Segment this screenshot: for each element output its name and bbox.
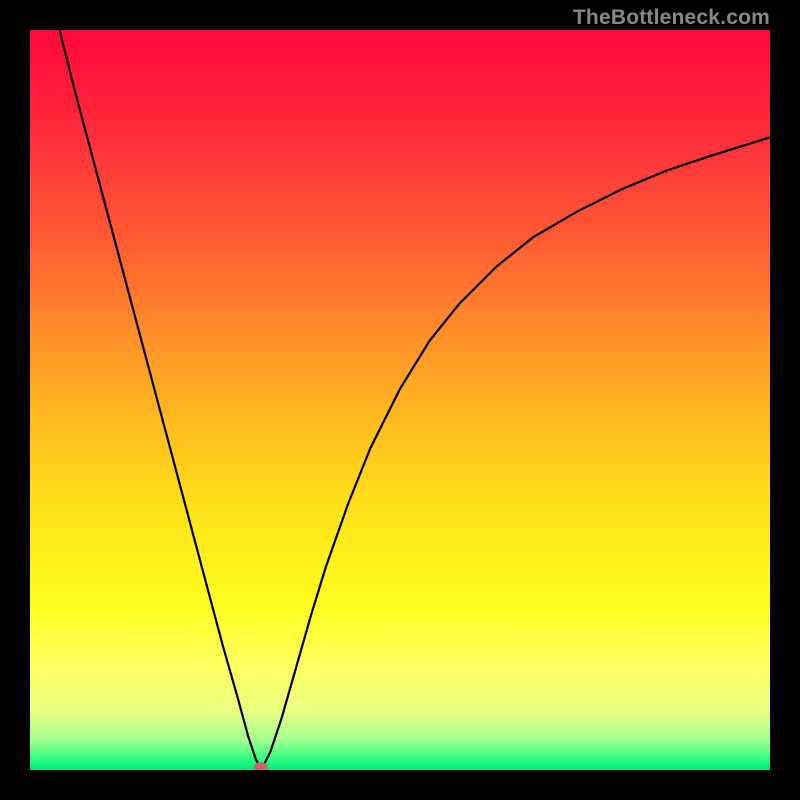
chart-frame: TheBottleneck.com [0, 0, 800, 800]
plot-svg [30, 30, 770, 770]
watermark-text: TheBottleneck.com [573, 6, 770, 30]
plot-background [30, 30, 770, 770]
